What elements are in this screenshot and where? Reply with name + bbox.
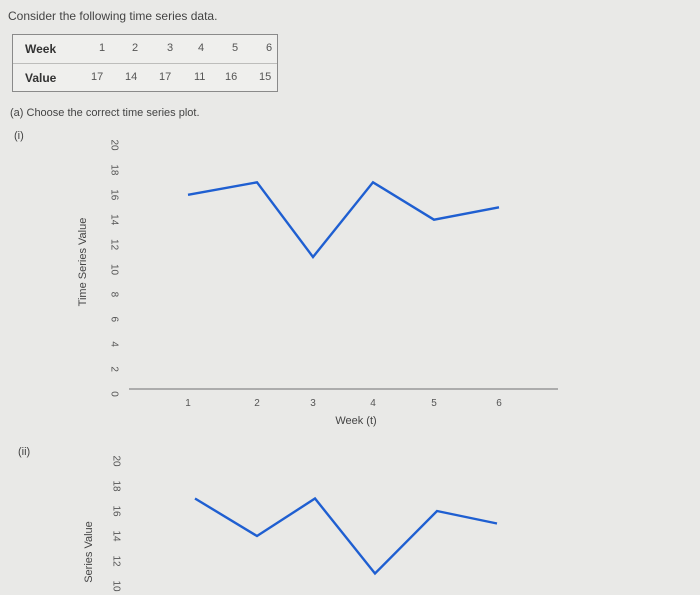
- y-tick-label: 12: [110, 555, 121, 567]
- x-tick-label: 6: [496, 398, 502, 409]
- y-tick-label: 8: [108, 292, 119, 298]
- x-axis-label: Week (t): [335, 415, 376, 427]
- week-header: Week: [25, 42, 57, 56]
- part-a-prompt: (a) Choose the correct time series plot.: [10, 107, 200, 119]
- week-cell: 5: [232, 42, 239, 54]
- y-tick-label: 16: [110, 505, 121, 517]
- series-line: [194, 496, 498, 576]
- y-tick-label: 14: [110, 530, 121, 542]
- y-tick-label: 4: [108, 341, 119, 347]
- y-tick-label: 12: [108, 239, 119, 251]
- value-cell: 15: [259, 71, 272, 83]
- x-tick-label: 3: [310, 398, 316, 409]
- y-tick-label: 14: [108, 214, 119, 226]
- y-tick-label: 16: [108, 189, 119, 201]
- y-tick-label: 20: [110, 455, 121, 467]
- y-axis-label: Time Series Value: [77, 218, 89, 307]
- value-cell: 16: [225, 71, 238, 83]
- value-cell: 14: [125, 71, 138, 83]
- data-table: Week 1 2 3 4 5 6 Value 17 14 17 11 16 15: [12, 34, 278, 92]
- week-cell: 2: [132, 42, 139, 54]
- value-header: Value: [25, 71, 57, 85]
- x-tick-label: 5: [431, 398, 437, 409]
- option-ii-label[interactable]: (ii): [18, 446, 31, 458]
- value-cell: 17: [91, 71, 104, 83]
- x-tick-label: 2: [254, 398, 260, 409]
- series-line: [187, 180, 500, 259]
- y-axis-label: Series Value: [83, 521, 95, 583]
- y-tick-label: 18: [110, 480, 121, 492]
- question-text: Consider the following time series data.: [8, 9, 218, 23]
- week-cell: 1: [99, 42, 106, 54]
- week-cell: 4: [198, 42, 205, 54]
- x-tick-label: 1: [185, 398, 191, 409]
- value-cell: 11: [194, 71, 206, 83]
- week-row: Week 1 2 3 4 5 6: [13, 35, 277, 63]
- option-i-label[interactable]: (i): [14, 130, 24, 142]
- y-tick-label: 20: [108, 139, 119, 151]
- y-tick-label: 10: [108, 264, 119, 276]
- x-tick-label: 4: [370, 398, 376, 409]
- value-cell: 17: [159, 71, 172, 83]
- value-row: Value 17 14 17 11 16 15: [13, 63, 277, 92]
- y-tick-label: 18: [108, 164, 119, 176]
- y-tick-label: 10: [110, 580, 121, 592]
- week-cell: 6: [266, 42, 273, 54]
- y-tick-label: 0: [108, 391, 119, 397]
- week-cell: 3: [167, 42, 174, 54]
- y-tick-label: 6: [108, 317, 119, 323]
- y-tick-label: 2: [108, 366, 119, 372]
